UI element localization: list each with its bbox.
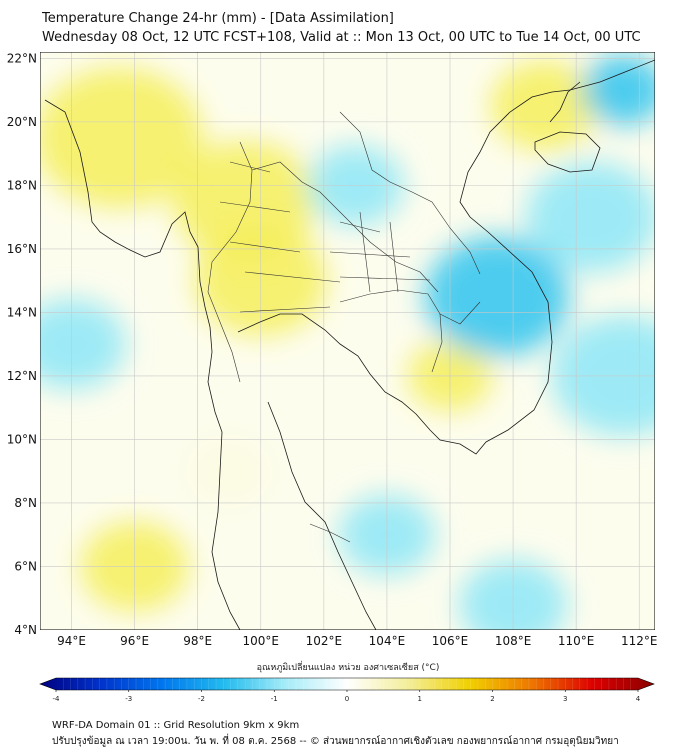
map-panel — [40, 52, 655, 630]
lon-tick-label: 104°E — [369, 634, 406, 648]
lat-tick-label: 10°N — [7, 432, 37, 446]
field-blob-warm — [490, 60, 599, 151]
map-title: Temperature Change 24-hr (mm) - [Data As… — [42, 11, 394, 26]
map-gridlines — [40, 52, 655, 630]
coastline-malay-peninsula — [267, 401, 377, 630]
lat-tick-label: 6°N — [14, 559, 37, 573]
border-thai-malaysia — [309, 523, 351, 543]
coastline-leizhou — [549, 81, 581, 123]
field-blob-pale — [187, 436, 272, 507]
lat-tick-label: 18°N — [7, 178, 37, 192]
field-blob-cold — [425, 236, 570, 357]
colorbar-tick-label: -4 — [53, 695, 61, 703]
colorbar-canvas: อุณหภูมิเปลี่ยนแปลง หน่วย องศาเซลเซียส (… — [39, 660, 655, 703]
lat-tick-label: 14°N — [7, 305, 37, 319]
border-laos-vietnam — [339, 111, 481, 275]
lat-tick-label: 12°N — [7, 369, 37, 383]
field-blob-cool — [40, 299, 126, 390]
lat-tick-label: 8°N — [14, 496, 37, 510]
colorbar-tick-label: 2 — [490, 695, 494, 703]
field-blob-warm — [40, 67, 203, 208]
border-thai-myanmar — [207, 141, 253, 383]
provinces-thai-north — [219, 161, 341, 313]
lat-tick-label: 20°N — [7, 115, 37, 129]
lon-tick-label: 106°E — [432, 634, 469, 648]
coastline-hainan — [534, 131, 601, 173]
footer-model-info: WRF-DA Domain 01 :: Grid Resolution 9km … — [52, 720, 300, 731]
colorbar-tick-label: 4 — [636, 695, 641, 703]
temperature-field — [40, 55, 655, 630]
provinces-thai-northeast — [329, 211, 431, 293]
map-subtitle: Wednesday 08 Oct, 12 UTC FCST+108, Valid… — [42, 30, 641, 45]
latitude-ticks: 22°N 20°N 18°N 16°N 14°N 12°N 10°N 8°N 6°N 4°N — [7, 51, 37, 637]
lon-tick-label: 94°E — [57, 634, 86, 648]
border-cambodia — [339, 289, 443, 373]
map-canvas — [40, 52, 655, 630]
country-borders — [207, 111, 481, 543]
lon-tick-label: 96°E — [120, 634, 149, 648]
map-axes: 94°E 96°E 98°E 100°E 102°E 104°E 106°E 108°E 110… — [7, 51, 658, 648]
colorbar-tick-label: 3 — [563, 695, 567, 703]
colorbar-title: อุณหภูมิเปลี่ยนแปลง หน่วย องศาเซลเซียส (… — [257, 660, 440, 673]
colorbar-tick-label: 0 — [345, 695, 349, 703]
lat-tick-label: 22°N — [7, 51, 37, 65]
colorbar-tick-label: -2 — [198, 695, 205, 703]
footer-credit: ปรับปรุงข้อมูล ณ เวลา 19:00น. วัน พ. ที่… — [52, 736, 619, 747]
lon-tick-label: 110°E — [558, 634, 595, 648]
lon-tick-label: 108°E — [495, 634, 532, 648]
colorbar-tick-label: -3 — [125, 695, 132, 703]
field-blob-cool — [525, 162, 655, 273]
lon-tick-label: 102°E — [306, 634, 343, 648]
longitude-ticks: 94°E 96°E 98°E 100°E 102°E 104°E 106°E 108°E 110… — [57, 634, 657, 648]
lon-tick-label: 112°E — [621, 634, 658, 648]
field-blob-cold — [581, 55, 655, 126]
lon-tick-label: 98°E — [183, 634, 212, 648]
lat-tick-label: 4°N — [14, 623, 37, 637]
colorbar-tick-label: -1 — [271, 695, 278, 703]
coastline-myanmar-west — [44, 99, 241, 630]
lon-tick-label: 100°E — [243, 634, 280, 648]
colorbar-ticks: -4 -3 -2 -1 0 1 2 3 4 — [53, 678, 641, 703]
coastlines — [44, 59, 655, 630]
colorbar-tick-label: 1 — [418, 695, 422, 703]
border-cambodia-vietnam — [439, 301, 481, 325]
lat-tick-label: 16°N — [7, 242, 37, 256]
border-thai-laos — [251, 161, 439, 293]
coastline-gulf-of-thailand — [237, 59, 655, 455]
colorbar: อุณหภูมิเปลี่ยนแปลง หน่วย องศาเซลเซียส (… — [0, 660, 676, 710]
